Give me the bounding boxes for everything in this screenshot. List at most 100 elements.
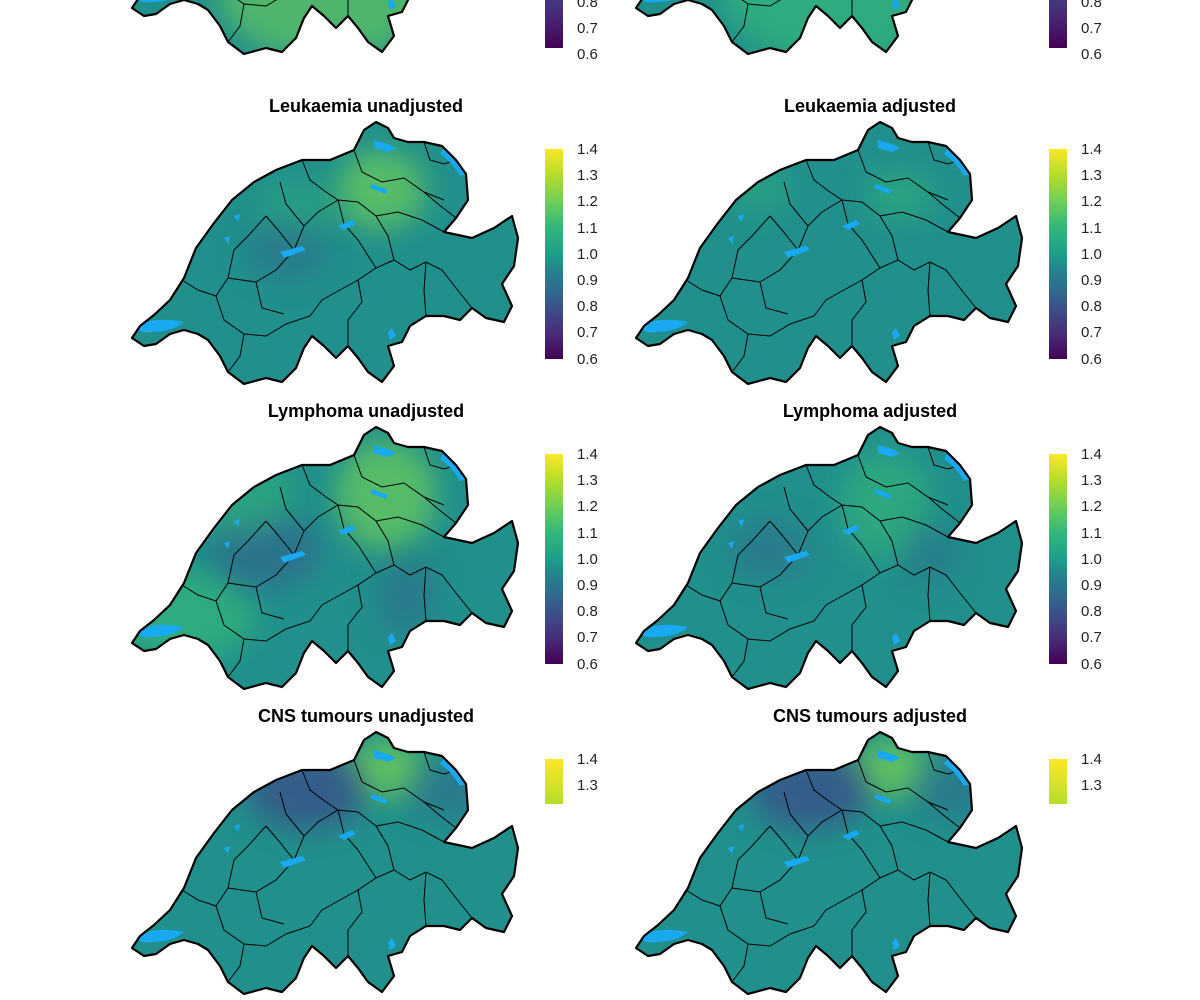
legend-tick-label: 0.9 [577,577,598,594]
legend-tick-label: 0.8 [1081,298,1102,316]
canton-border [879,211,949,233]
legend-tick-label: 1.0 [577,245,598,263]
canton-border [337,504,377,574]
lake [374,750,396,762]
panel-title-cns-unadjusted: CNS tumours unadjusted [257,706,474,726]
canton-border [301,159,395,261]
canton-border [851,279,867,346]
risk-surface-blob [730,520,810,580]
lake [874,489,892,499]
canton-border [255,281,285,315]
canton-border [215,295,323,337]
canton-border [857,454,949,506]
legend-color-bar [545,149,563,359]
legend-tick-label: 1.3 [1081,167,1102,185]
legend-tick-label: 0.6 [1081,350,1102,368]
legend-tick-label: 0.8 [1081,0,1102,11]
map-land-base [132,427,518,689]
lake [878,750,900,762]
lake [388,328,396,340]
legend-tick-label: 1.0 [1081,245,1102,263]
lake [784,246,810,258]
country-outline [130,0,410,56]
canton-border [841,504,881,574]
legend-tick-label: 1.0 [1081,550,1102,568]
lake [374,140,396,152]
canton-border [897,564,977,614]
legend-tick-label: 1.0 [577,550,598,568]
risk-surface-blob [910,760,990,820]
risk-surface-blob [900,525,960,585]
country-outline [130,425,520,691]
risk-surface-blob [840,450,930,560]
risk-surface-blob [216,0,436,54]
risk-surface-blob [346,740,426,800]
switzerland-map [634,425,1024,691]
lake [224,541,230,549]
risk-surface-blob [376,555,436,635]
canton-border [347,279,363,346]
canton-border [393,259,473,309]
switzerland-map [130,0,518,56]
canton-border [301,464,395,566]
switzerland-map [634,730,1024,996]
canton-border [337,199,377,269]
lake [440,453,466,481]
risk-surface-blob [720,0,960,54]
panel-title-cns-adjusted: CNS tumours adjusted [772,706,968,726]
lake [878,140,900,152]
legend-color-bar [545,454,563,664]
canton-border [423,191,457,219]
legend-tick-label: 1.2 [1081,193,1102,211]
lake [234,519,240,527]
canton-border [783,181,809,227]
legend-tick-label: 1.3 [1081,472,1102,490]
lake [738,214,744,222]
canton-border [393,564,473,614]
map-land-base [636,122,1022,384]
risk-surface-blob [850,740,930,800]
canton-border [347,0,363,16]
canton-border [857,149,949,201]
switzerland-map [130,730,520,996]
lake [944,453,970,481]
risk-surface-blob [406,760,486,820]
legend-tick-label: 0.8 [577,0,598,11]
switzerland-map [130,120,520,386]
legend-color-bar [545,759,563,804]
legend-tick-label: 0.9 [577,272,598,289]
legend-color-bar [1049,0,1067,48]
canton-border [353,149,445,201]
legend-tick-label: 0.6 [577,350,598,368]
canton-border [851,0,867,16]
legend-tick-label: 0.9 [1081,272,1102,289]
map-land-base [636,427,1022,689]
legend-tick-label: 1.2 [577,498,598,516]
legend-tick-label: 1.3 [577,472,598,490]
lake [892,633,900,645]
canton-border [227,638,245,678]
lake [338,525,356,535]
panel-title-lymphoma-adjusted: Lymphoma adjusted [782,401,958,421]
canton-border [719,600,827,642]
country-outline [634,120,1024,386]
lake [374,445,396,457]
lake [738,519,744,527]
legend-color-bar [1049,454,1067,664]
lake [944,148,970,176]
canton-border [731,3,749,43]
canton-border [227,3,245,43]
risk-surface-blob [730,165,790,215]
canton-border [759,281,789,315]
legend-tick-label: 1.4 [577,751,598,768]
switzerland-map [634,0,1022,56]
canton-border [423,566,427,622]
canton-border [731,333,749,373]
legend-tick-label: 0.8 [577,603,598,621]
canton-border [719,295,827,337]
canton-border [769,215,799,251]
lake [338,220,356,230]
legend-tick-label: 0.7 [1081,324,1102,342]
legend-tick-label: 1.4 [577,141,598,158]
lake [842,525,860,535]
